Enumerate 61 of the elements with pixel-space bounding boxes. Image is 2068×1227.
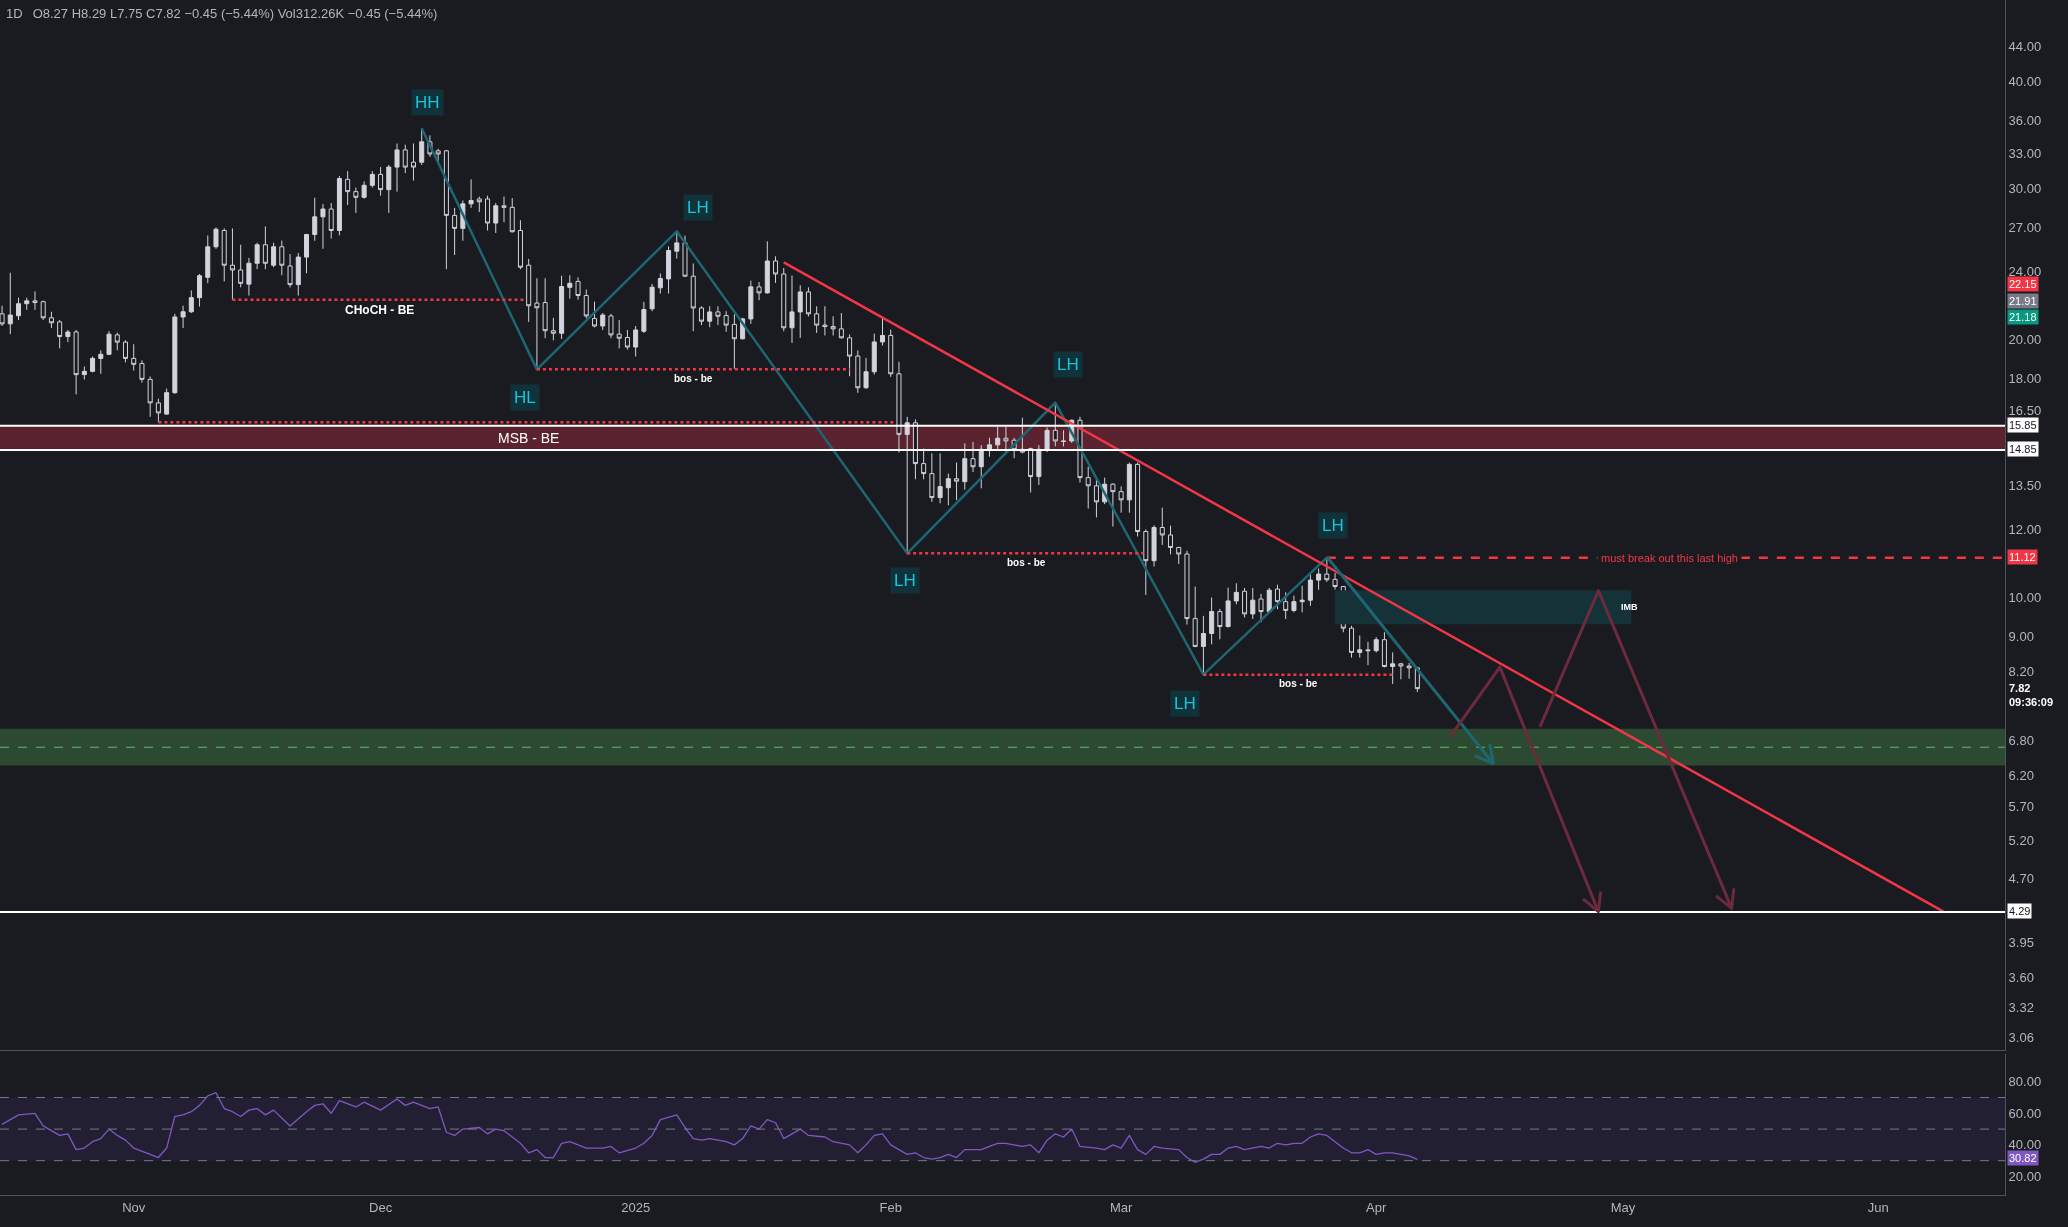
annotation: 11.12: [2009, 551, 2036, 563]
ref-line-label: 4.29: [2009, 905, 2031, 917]
y-tick-label: 18.00: [2008, 371, 2042, 387]
y-tick-label: 3.95: [2008, 935, 2034, 951]
y-tick-label: 80.00: [2008, 1074, 2042, 1090]
text: O8.27 H8.29 L7.75 C7.82 −0.45 (−5.44%) Vol312.26K −0.45 (−5.44%): [32, 6, 438, 21]
x-tick-label: Nov: [122, 1199, 146, 1215]
annotation: LH: [1322, 516, 1344, 535]
annotation: LH: [687, 198, 709, 217]
annotation: IMB: [1621, 602, 1638, 612]
text: 1D: [6, 6, 23, 21]
y-tick-label: 33.00: [2008, 145, 2042, 161]
y-tick-label: 6.80: [2008, 733, 2034, 749]
y-tick-label: 3.06: [2008, 1030, 2034, 1046]
x-tick-label: Feb: [879, 1199, 902, 1215]
y-tick-label: 9.00: [2008, 628, 2034, 644]
y-tick-label: 27.00: [2008, 220, 2042, 236]
y-tick-label: 4.70: [2008, 870, 2034, 886]
x-tick-label: Mar: [1109, 1199, 1133, 1215]
text: 22.15: [2009, 278, 2037, 290]
ref-line-label: 14.85: [2009, 443, 2037, 455]
y-tick-label: 5.20: [2008, 832, 2034, 848]
y-tick-label: 8.20: [2008, 663, 2034, 679]
y-tick-label: 24.00: [2008, 264, 2042, 280]
x-tick-label: 2025: [621, 1199, 651, 1215]
annotation: HL: [514, 388, 536, 407]
annotation: 21.18: [2009, 311, 2037, 323]
annotation: 30.82: [2009, 1152, 2037, 1164]
y-tick-label: 3.60: [2008, 969, 2034, 985]
text: 7.82 09:36:09: [2009, 682, 2054, 709]
y-tick-label: 40.00: [2008, 74, 2042, 90]
x-tick-label: Dec: [369, 1199, 393, 1215]
y-tick-label: 6.20: [2008, 767, 2034, 783]
text: 21.91: [2009, 295, 2037, 307]
x-tick-label: May: [1610, 1199, 1636, 1215]
y-tick-label: 5.70: [2008, 798, 2034, 814]
y-tick-label: 44.00: [2008, 38, 2042, 54]
annotation: LH: [1174, 694, 1196, 713]
y-tick-label: 30.00: [2008, 181, 2042, 197]
annotation: HH: [415, 93, 440, 112]
annotation: LH: [894, 571, 916, 590]
annotation: must break out this last high: [1601, 552, 1738, 564]
band-label: MSB - BE: [498, 430, 560, 446]
y-tick-label: 16.50: [2008, 403, 2042, 419]
y-tick-label: 20.00: [2008, 331, 2042, 347]
annotation: CHoCH - BE: [345, 303, 415, 317]
y-tick-label: 13.50: [2008, 478, 2042, 494]
y-tick-label: 12.00: [2008, 521, 2042, 537]
y-tick-label: 10.00: [2008, 589, 2042, 605]
annotation: bos - be: [1007, 557, 1046, 568]
y-tick-label: 20.00: [2008, 1169, 2042, 1185]
y-tick-label: 60.00: [2008, 1105, 2042, 1121]
annotation: bos - be: [674, 373, 713, 384]
ref-line-label: 15.85: [2009, 419, 2037, 431]
annotation: LH: [1057, 355, 1079, 374]
annotation: bos - be: [1279, 678, 1318, 689]
y-tick-label: 36.00: [2008, 113, 2042, 129]
x-tick-label: Jun: [1867, 1199, 1889, 1215]
x-tick-label: Apr: [1366, 1199, 1387, 1215]
y-tick-label: 3.32: [2008, 999, 2034, 1015]
y-tick-label: 40.00: [2008, 1137, 2042, 1153]
